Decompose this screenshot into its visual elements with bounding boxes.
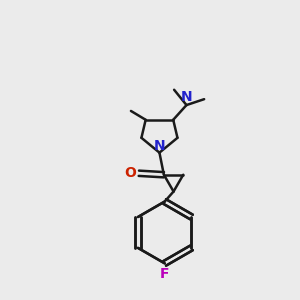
Text: O: O xyxy=(124,166,136,180)
Text: F: F xyxy=(160,267,169,281)
Text: N: N xyxy=(154,139,165,153)
Text: N: N xyxy=(181,90,192,104)
